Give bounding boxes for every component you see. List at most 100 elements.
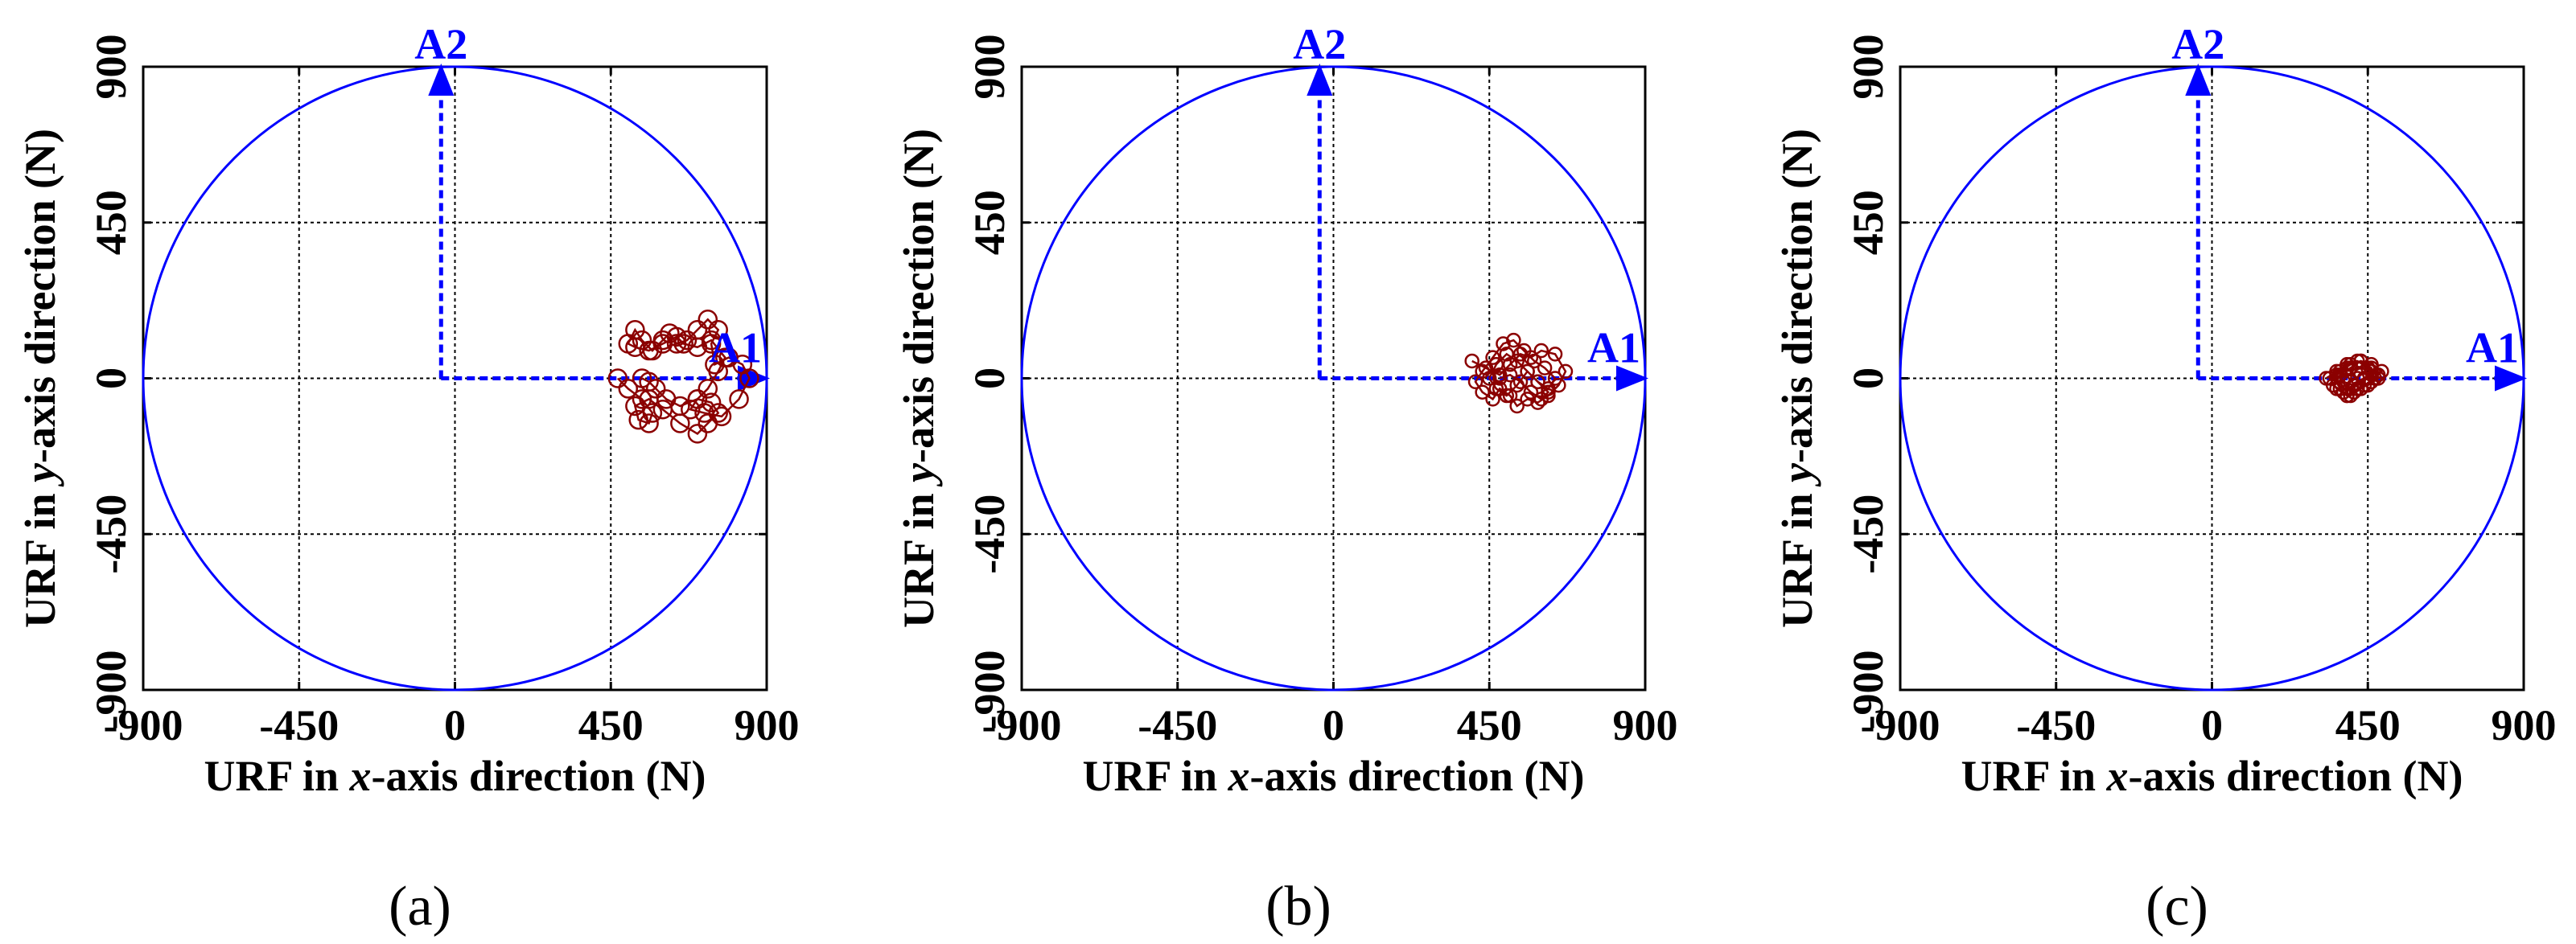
data-point bbox=[1537, 360, 1553, 376]
data-point bbox=[677, 330, 697, 351]
data-point bbox=[2350, 371, 2365, 386]
data-point bbox=[673, 334, 693, 354]
data-point bbox=[666, 326, 687, 347]
a1-label: A1 bbox=[709, 324, 762, 372]
y-tick-label: -900 bbox=[87, 651, 135, 730]
data-point bbox=[729, 389, 749, 409]
data-point bbox=[1488, 381, 1504, 396]
data-point bbox=[1509, 398, 1525, 414]
data-point bbox=[1478, 360, 1494, 376]
a2-label: A2 bbox=[414, 20, 467, 68]
data-point bbox=[1520, 363, 1535, 380]
data-point bbox=[1526, 353, 1542, 369]
x-tick-label: -900 bbox=[982, 701, 1062, 749]
data-point bbox=[1488, 357, 1504, 372]
y-tick-label: 0 bbox=[965, 367, 1014, 389]
y-tick-label: -900 bbox=[965, 651, 1014, 730]
y-tick-label: 900 bbox=[1844, 35, 1892, 100]
y-tick-label: 900 bbox=[965, 35, 1014, 100]
data-point bbox=[687, 389, 708, 409]
data-point bbox=[625, 337, 645, 357]
x-tick-label: -450 bbox=[1138, 701, 1217, 749]
data-point bbox=[708, 403, 728, 423]
chart-panel-a: A1 A2 -900 -450 0 450 900 -900 -450 0 450 900 URF in… bbox=[16, 20, 800, 938]
x-tick-label: -450 bbox=[2016, 701, 2096, 749]
data-point bbox=[681, 400, 701, 420]
a2-label: A2 bbox=[1293, 20, 1346, 68]
data-point bbox=[2329, 367, 2344, 383]
data-point bbox=[1523, 384, 1539, 400]
y-tick-label: 0 bbox=[87, 367, 135, 389]
data-point bbox=[1512, 374, 1529, 390]
data-point bbox=[639, 413, 659, 433]
data-point bbox=[2339, 360, 2355, 376]
y-tick-label: -450 bbox=[965, 495, 1014, 574]
data-point bbox=[687, 424, 708, 444]
panel-caption: (c) bbox=[2146, 876, 2208, 938]
y-tick-label: -450 bbox=[1844, 495, 1892, 574]
data-point bbox=[711, 406, 732, 427]
data-point bbox=[1547, 371, 1563, 386]
data-point bbox=[701, 392, 722, 412]
x-axis-label: URF in x-axis direction (N) bbox=[1961, 752, 2463, 800]
data-point bbox=[697, 379, 718, 399]
y-axis-label: URF in y-axis direction (N) bbox=[1773, 129, 1821, 628]
data-point bbox=[697, 310, 718, 330]
data-point bbox=[656, 389, 677, 409]
data-point bbox=[2322, 371, 2338, 386]
data-point bbox=[2346, 384, 2362, 400]
x-tick-label: 450 bbox=[578, 701, 644, 749]
series-line bbox=[616, 318, 751, 435]
x-tick-label: 450 bbox=[1457, 701, 1522, 749]
y-tick-label: 450 bbox=[965, 190, 1014, 255]
y-tick-label: 450 bbox=[87, 190, 135, 255]
x-tick-label: 450 bbox=[2335, 701, 2401, 749]
data-point bbox=[1475, 384, 1490, 400]
data-point bbox=[1496, 336, 1511, 351]
data-point bbox=[632, 389, 652, 409]
y-axis-label: URF in y-axis direction (N) bbox=[16, 129, 64, 628]
data-point bbox=[1485, 392, 1500, 407]
data-point bbox=[2332, 381, 2348, 396]
y-tick-label: 450 bbox=[1844, 190, 1892, 255]
data-point bbox=[1509, 377, 1525, 393]
data-point bbox=[1499, 388, 1515, 404]
x-tick-label: -450 bbox=[259, 701, 339, 749]
data-point bbox=[2346, 377, 2362, 393]
data-point bbox=[632, 368, 652, 388]
data-point bbox=[1551, 377, 1566, 393]
data-point bbox=[708, 361, 728, 382]
panel-caption: (a) bbox=[389, 876, 451, 938]
a2-label: A2 bbox=[2171, 20, 2224, 68]
x-tick-label: -900 bbox=[104, 701, 183, 749]
data-point bbox=[2332, 363, 2348, 380]
data-point bbox=[1530, 395, 1545, 410]
y-tick-label: 900 bbox=[87, 35, 135, 100]
x-axis-label: URF in x-axis direction (N) bbox=[204, 752, 706, 800]
data-point bbox=[2335, 384, 2352, 400]
x-tick-label: 0 bbox=[444, 701, 466, 749]
data-point bbox=[1499, 347, 1515, 362]
x-tick-label: 900 bbox=[735, 701, 800, 749]
data-point bbox=[628, 409, 648, 430]
x-tick-label: -900 bbox=[1861, 701, 1940, 749]
data-point bbox=[2343, 374, 2358, 390]
y-tick-label: 0 bbox=[1844, 367, 1892, 389]
data-point bbox=[607, 368, 628, 388]
x-tick-label: 900 bbox=[1613, 701, 1678, 749]
data-point bbox=[708, 319, 728, 340]
x-tick-label: 0 bbox=[2201, 701, 2223, 749]
data-point bbox=[2325, 377, 2341, 393]
data-point bbox=[618, 379, 639, 399]
data-point bbox=[1533, 343, 1549, 359]
data-point bbox=[632, 330, 652, 351]
panel-caption: (b) bbox=[1265, 876, 1331, 938]
data-point bbox=[1530, 374, 1545, 390]
data-point bbox=[1558, 363, 1574, 380]
chart-panel-b: A1 A2 -900 -450 0 450 900 -900 -450 0 450 900 URF in… bbox=[895, 20, 1678, 938]
data-point bbox=[1533, 392, 1549, 407]
data-point bbox=[1467, 374, 1483, 390]
data-point bbox=[1485, 350, 1500, 365]
a1-label: A1 bbox=[2466, 324, 2519, 372]
